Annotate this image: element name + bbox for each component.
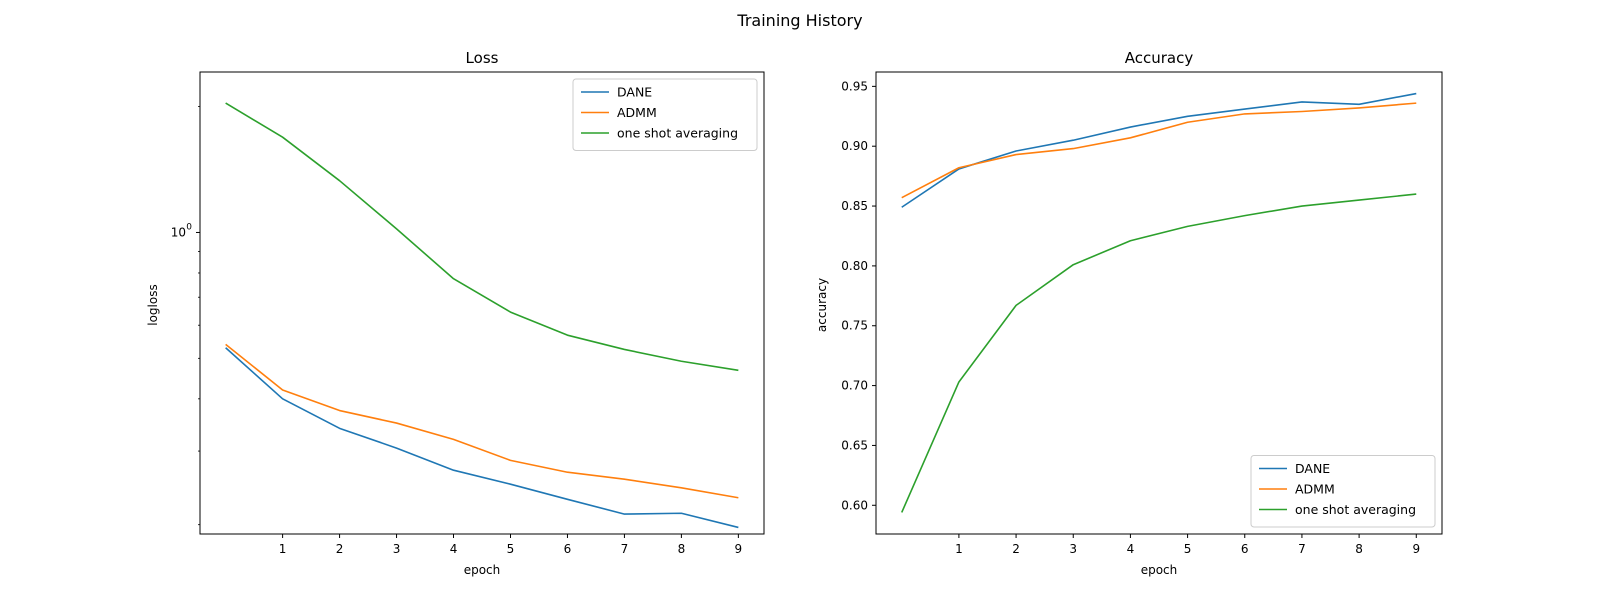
accuracy-y-tick-label: 0.90: [841, 139, 868, 153]
accuracy-y-tick-label: 0.65: [841, 438, 868, 452]
loss-series-line-dane: [225, 347, 739, 529]
accuracy-legend-label: DANE: [1295, 461, 1330, 476]
accuracy-y-tick-label: 0.95: [841, 79, 868, 93]
loss-x-axis-label: epoch: [464, 563, 501, 577]
loss-y-tick-label-base: 10: [171, 225, 186, 239]
loss-x-tick-label: 1: [279, 542, 287, 556]
loss-x-tick-label: 8: [678, 542, 686, 556]
accuracy-y-axis-label: accuracy: [815, 278, 829, 332]
accuracy-axes-frame: [875, 71, 1443, 535]
accuracy-y-tick-label: 0.70: [841, 379, 868, 393]
accuracy-series-line-admm: [901, 102, 1417, 199]
accuracy-legend-label: one shot averaging: [1295, 502, 1416, 517]
accuracy-legend: DANE ADMM one shot averaging: [1250, 455, 1436, 528]
loss-x-tick-label: 2: [336, 542, 344, 556]
loss-x-tick-label: 4: [450, 542, 458, 556]
loss-axes-frame: [199, 71, 765, 535]
accuracy-x-tick-label: 2: [1012, 542, 1020, 556]
accuracy-panel: Accuracy epoch accuracy 1 2 3 4 5 6 7 8 9 0.60 0.6…: [815, 49, 1443, 577]
accuracy-y-tick-label: 0.75: [841, 319, 868, 333]
figure-suptitle: Training History: [736, 11, 862, 30]
loss-legend-label: DANE: [617, 85, 652, 100]
accuracy-x-tick-label: 6: [1241, 542, 1249, 556]
accuracy-y-tick-label: 0.60: [841, 498, 868, 512]
accuracy-x-tick-label: 7: [1298, 542, 1306, 556]
loss-x-tick-label: 9: [735, 542, 743, 556]
loss-legend-box: [572, 78, 758, 151]
loss-x-tick-label: 3: [393, 542, 401, 556]
loss-legend-label: one shot averaging: [617, 126, 738, 141]
loss-series-line-admm: [225, 343, 739, 499]
loss-panel: Loss epoch logloss 1 2 3 4 5 6 7 8 9 10 0 DANE ADMM o…: [146, 49, 765, 577]
loss-x-tick-label: 5: [507, 542, 515, 556]
accuracy-x-tick-label: 5: [1184, 542, 1192, 556]
loss-series-line-one-shot-averaging: [225, 102, 739, 372]
accuracy-legend-box: [1250, 455, 1436, 528]
loss-legend: DANE ADMM one shot averaging: [572, 78, 758, 151]
accuracy-y-tick-label: 0.85: [841, 199, 868, 213]
accuracy-series-line-one-shot-averaging: [900, 193, 1417, 513]
loss-x-tick-label: 7: [621, 542, 629, 556]
loss-y-tick-label-exponent: 0: [186, 222, 192, 232]
accuracy-y-tick-label: 0.80: [841, 259, 868, 273]
loss-legend-label: ADMM: [617, 105, 657, 120]
loss-panel-title: Loss: [466, 49, 499, 67]
loss-y-axis-label: logloss: [146, 284, 160, 325]
accuracy-x-tick-label: 9: [1412, 542, 1420, 556]
accuracy-series-line-dane: [901, 92, 1417, 208]
accuracy-panel-title: Accuracy: [1125, 49, 1194, 67]
accuracy-legend-label: ADMM: [1295, 482, 1335, 497]
accuracy-x-tick-label: 8: [1355, 542, 1363, 556]
loss-x-tick-label: 6: [564, 542, 572, 556]
accuracy-x-tick-label: 4: [1127, 542, 1135, 556]
accuracy-x-tick-label: 1: [955, 542, 963, 556]
accuracy-x-axis-label: epoch: [1141, 563, 1178, 577]
accuracy-x-tick-label: 3: [1069, 542, 1077, 556]
